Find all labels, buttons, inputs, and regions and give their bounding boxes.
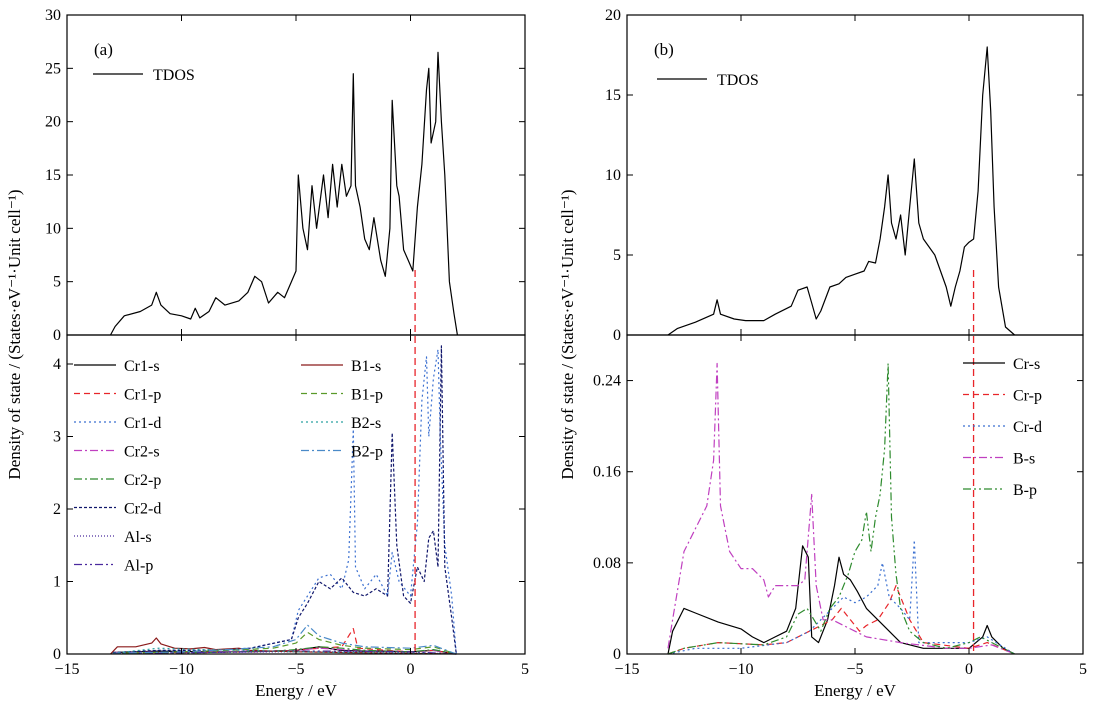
y-tick-label: 0 — [613, 327, 621, 344]
y-tick-label: 1 — [53, 574, 61, 591]
series-tdos-line — [109, 51, 458, 336]
y-tick-label: 0 — [613, 646, 621, 663]
y-tick-label: 0.24 — [593, 373, 621, 390]
panel-label: (a) — [94, 40, 113, 59]
legend-label-cr2-p: Cr2-p — [124, 472, 161, 489]
bottom-plot-frame — [626, 334, 1084, 655]
y-tick-label: 15 — [45, 167, 61, 184]
x-tick-label: −5 — [846, 661, 863, 678]
series-cr2-d-line — [112, 345, 457, 655]
series-cr2-p-line — [112, 646, 457, 655]
x-tick-label: −10 — [169, 661, 194, 678]
x-tick-label: 5 — [521, 661, 529, 678]
series-b1-s-line — [110, 637, 457, 655]
x-tick-label: 0 — [407, 661, 415, 678]
top-plot-frame — [66, 14, 526, 336]
y-tick-label: 4 — [53, 356, 61, 373]
y-tick-label: 20 — [605, 7, 621, 24]
y-tick-label: 30 — [45, 7, 61, 24]
panel-b: 0 5 10 15 20 0 0.08 0.16 0.24 −15 −10 −5 0 5 Energy / … — [558, 7, 1087, 700]
series-cr-p-line — [667, 585, 1015, 655]
legend-label-cr1-p: Cr1-p — [124, 387, 161, 404]
x-tick-label: −5 — [287, 661, 304, 678]
x-tick-label: 0 — [965, 661, 973, 678]
y-tick-label: 0 — [53, 646, 61, 663]
panel-a: 0 5 10 15 20 25 30 0 1 2 3 4 −15 −10 −5 0 5 Energy / eV De… — [5, 7, 529, 700]
series-b2-p-line — [112, 624, 457, 655]
y-tick-label: 10 — [45, 220, 61, 237]
series-cr-d-line — [667, 539, 1015, 655]
top-subplot: 0 5 10 15 20 — [605, 7, 1084, 344]
y-tick-label: 5 — [53, 274, 61, 291]
legend-label-b-s: B-s — [1013, 451, 1035, 468]
legend-label-b1-p: B1-p — [351, 387, 383, 404]
y-axis-label: Density of state / (States·eV⁻¹·Unit cel… — [558, 189, 577, 479]
bottom-subplot: 0 1 2 3 4 — [53, 335, 526, 663]
panel-label: (b) — [654, 40, 674, 59]
y-axis-label: Density of state / (States·eV⁻¹·Unit cel… — [5, 189, 24, 479]
legend-label-cr-d: Cr-d — [1013, 419, 1042, 436]
series-cr1-d-line — [112, 348, 457, 655]
legend-label-b2-s: B2-s — [351, 415, 381, 432]
x-tick-label: 5 — [1079, 661, 1087, 678]
series-cr2-s-line — [112, 647, 457, 655]
y-tick-label: 15 — [605, 87, 621, 104]
bottom-subplot: 0 0.08 0.16 0.24 — [593, 335, 1084, 663]
series-b2-s-line — [112, 647, 457, 655]
x-tick-label: −15 — [614, 661, 639, 678]
series-b-s-line — [667, 362, 1015, 655]
y-tick-label: 20 — [45, 114, 61, 131]
y-tick-label: 2 — [53, 501, 61, 518]
legend-label-cr1-s: Cr1-s — [124, 358, 160, 375]
x-axis-label: Energy / eV — [255, 681, 338, 700]
legend-label-b1-s: B1-s — [351, 358, 381, 375]
legend-label-tdos: TDOS — [153, 67, 195, 84]
bottom-plot-frame — [66, 334, 526, 655]
legend-label-tdos: TDOS — [717, 72, 759, 89]
legend-label-cr2-d: Cr2-d — [124, 501, 161, 518]
x-axis-label: Energy / eV — [814, 681, 897, 700]
y-tick-label: 0.08 — [593, 555, 621, 572]
y-tick-label: 25 — [45, 60, 61, 77]
x-tick-label: −10 — [728, 661, 753, 678]
legend-label-cr-s: Cr-s — [1013, 356, 1040, 373]
y-tick-label: 0 — [53, 327, 61, 344]
series-cr-s-line — [667, 545, 1015, 655]
legend-label-al-p: Al-p — [124, 558, 153, 575]
legend-label-al-s: Al-s — [124, 529, 152, 546]
top-subplot: 0 5 10 15 20 25 30 — [45, 7, 526, 344]
legend-label-b-p: B-p — [1013, 482, 1037, 499]
legend-label-b2-p: B2-p — [351, 444, 383, 461]
legend-label-cr-p: Cr-p — [1013, 388, 1042, 405]
top-plot-frame — [626, 14, 1084, 336]
y-tick-label: 10 — [605, 167, 621, 184]
legend-label-cr2-s: Cr2-s — [124, 444, 160, 461]
y-tick-label: 5 — [613, 247, 621, 264]
x-tick-label: −15 — [54, 661, 79, 678]
series-b-p-line — [667, 362, 1015, 655]
legend-label-cr1-d: Cr1-d — [124, 415, 161, 432]
y-tick-label: 3 — [53, 429, 61, 446]
series-tdos-line — [667, 46, 1015, 336]
series-al-p-line — [112, 650, 457, 655]
y-tick-label: 0.16 — [593, 464, 621, 481]
